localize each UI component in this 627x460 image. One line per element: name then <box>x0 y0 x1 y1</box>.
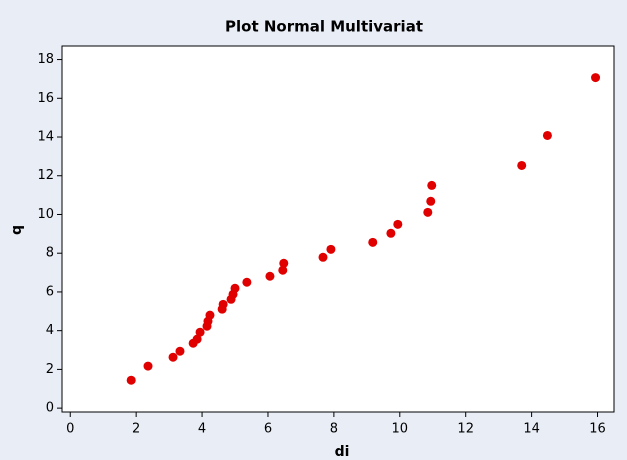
point <box>205 310 215 320</box>
x-tick-label: 12 <box>457 422 474 437</box>
chart-title: Plot Normal Multivariat <box>225 18 423 36</box>
point <box>423 207 433 217</box>
point <box>326 244 336 254</box>
point <box>427 180 437 190</box>
point <box>265 271 275 281</box>
x-tick-label: 4 <box>198 422 206 437</box>
y-tick-label: 12 <box>37 168 54 183</box>
point <box>195 327 205 337</box>
y-tick-label: 8 <box>46 246 54 261</box>
point <box>591 73 601 83</box>
point <box>279 258 289 268</box>
x-tick-label: 2 <box>132 422 140 437</box>
y-tick-label: 4 <box>46 323 54 338</box>
point <box>368 237 378 247</box>
point <box>517 160 527 170</box>
point <box>393 219 403 229</box>
x-tick-label: 8 <box>330 422 338 437</box>
x-tick-label: 10 <box>392 422 409 437</box>
point <box>230 283 240 293</box>
point <box>278 265 288 275</box>
y-tick-label: 18 <box>37 52 54 67</box>
x-tick-label: 14 <box>523 422 540 437</box>
y-tick-label: 16 <box>37 91 54 106</box>
point <box>218 299 228 309</box>
plot-area <box>61 45 615 413</box>
y-tick-label: 10 <box>37 207 54 222</box>
y-tick-label: 2 <box>46 362 54 377</box>
point <box>175 346 185 356</box>
point <box>143 361 153 371</box>
y-tick-label: 0 <box>46 401 54 416</box>
x-axis-label: di <box>335 444 350 460</box>
point <box>542 130 552 140</box>
point <box>192 334 202 344</box>
point <box>426 196 436 206</box>
x-tick-label: 6 <box>264 422 272 437</box>
x-tick-label: 0 <box>66 422 74 437</box>
point <box>242 277 252 287</box>
point <box>168 352 178 362</box>
point <box>318 252 328 262</box>
y-tick-label: 14 <box>37 130 54 145</box>
x-tick-label: 16 <box>589 422 606 437</box>
point <box>126 375 136 385</box>
point <box>386 228 396 238</box>
y-tick-label: 6 <box>46 284 54 299</box>
y-axis-label: q <box>9 225 25 235</box>
